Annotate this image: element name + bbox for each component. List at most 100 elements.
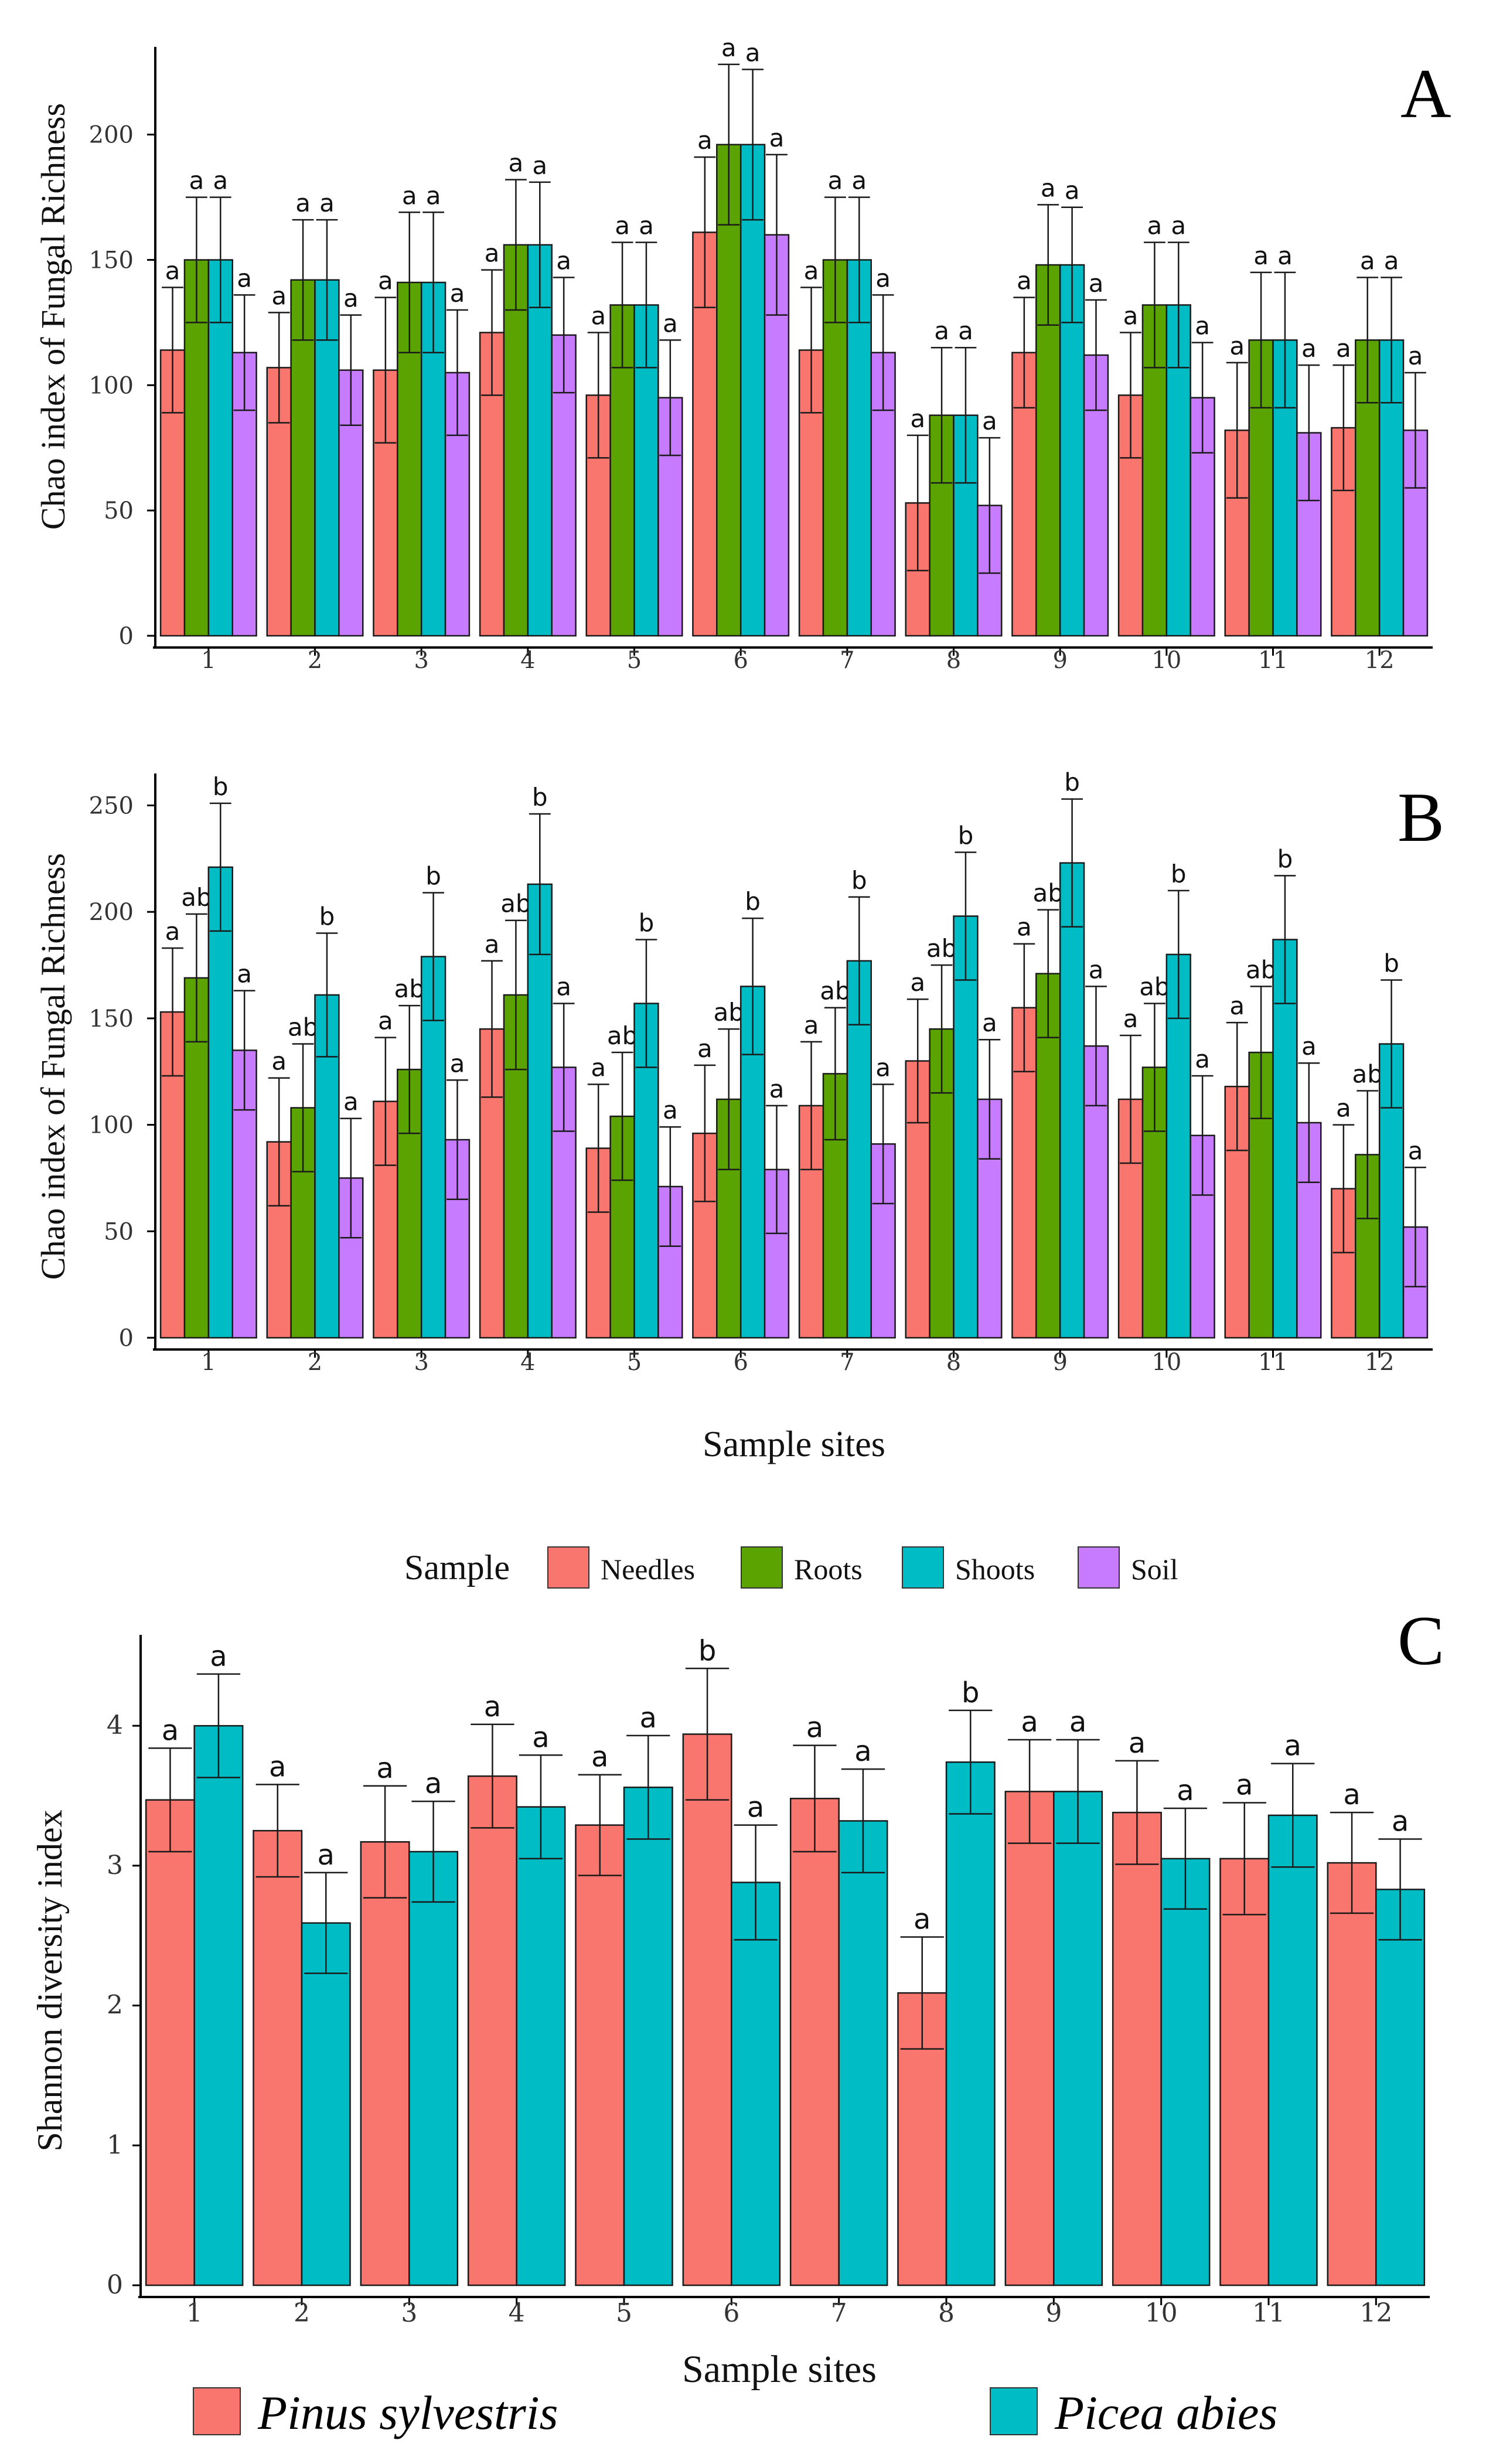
panel-c-significance-label: a xyxy=(1129,1727,1146,1760)
panel-c-bar xyxy=(516,1806,566,2286)
panel-b-significance-label: a xyxy=(1123,1004,1139,1033)
panel-c-bar xyxy=(1004,1791,1055,2286)
panel-b-significance-label: ab xyxy=(394,974,425,1003)
panel-a-significance-label: a xyxy=(1384,246,1399,275)
panel-b-significance-label: b xyxy=(851,866,867,895)
panel-c-significance-label: a xyxy=(747,1791,764,1824)
panel-c-x-tick-label: 10 xyxy=(1145,2298,1178,2328)
panel-a-significance-label: a xyxy=(1195,312,1210,340)
panel-b-significance-label: a xyxy=(237,960,252,989)
panel-c-y-tick-label: 0 xyxy=(107,2270,123,2300)
panel-b-significance-label: ab xyxy=(1352,1059,1383,1088)
panel-a-significance-label: a xyxy=(639,212,654,240)
panel-c-bar xyxy=(682,1733,732,2286)
panel-a-significance-label: a xyxy=(1253,241,1269,270)
panel-c-significance-label: a xyxy=(1069,1706,1086,1739)
panel-c-bar xyxy=(1053,1791,1103,2286)
panel-b-significance-label: b xyxy=(639,908,655,937)
panel-a-significance-label: a xyxy=(271,281,287,310)
panel-b-significance-label: a xyxy=(875,1054,891,1082)
panel-c-bar xyxy=(1112,1811,1162,2286)
panel-c-bar xyxy=(360,1841,410,2286)
panel-b-significance-label: b xyxy=(1383,949,1399,977)
panel-a-significance-label: a xyxy=(745,38,761,67)
panel-b-x-tick-label: 12 xyxy=(1365,1349,1395,1376)
panel-b-x-tick-label: 2 xyxy=(308,1349,322,1376)
legend-label-soil: Soil xyxy=(1131,1553,1178,1586)
panel-b-significance-label: ab xyxy=(607,1021,638,1050)
panel-c-x-tick-label: 1 xyxy=(186,2298,203,2328)
panel-a-significance-label: a xyxy=(1089,269,1104,298)
panel-a-x-tick-label: 12 xyxy=(1365,647,1395,674)
panel-c-x-tick-label: 3 xyxy=(401,2298,417,2328)
panel-b-significance-label: a xyxy=(663,1096,678,1124)
panel-b-significance-label: b xyxy=(213,772,229,801)
panel-c-significance-label: a xyxy=(1343,1778,1360,1811)
panel-a-y-tick-label: 50 xyxy=(104,497,134,524)
panel-b-significance-label: a xyxy=(343,1088,359,1116)
panel-b-significance-label: a xyxy=(1229,991,1245,1020)
panel-b-x-tick-label: 4 xyxy=(520,1349,535,1376)
panel-a-significance-label: a xyxy=(697,126,713,155)
panel-b-significance-label: a xyxy=(556,972,571,1001)
panel-c-bar xyxy=(1160,1858,1211,2286)
panel-b-bar xyxy=(1059,862,1085,1339)
panel-a-significance-label: a xyxy=(1229,332,1245,360)
panel-c-bar xyxy=(253,1829,303,2286)
panel-a-chart: A Chao index of Fungal Richness 05010015… xyxy=(34,33,1451,674)
panel-b-significance-label: a xyxy=(804,1011,819,1040)
panel-a-x-tick-label: 11 xyxy=(1258,647,1288,674)
panel-c-significance-label: a xyxy=(425,1767,442,1800)
panel-c-x-tick-label: 2 xyxy=(294,2298,310,2328)
panel-a-x-tick-label: 10 xyxy=(1151,647,1181,674)
legend-title: Sample xyxy=(404,1548,510,1587)
panel-c-x-tick-label: 5 xyxy=(616,2298,632,2328)
panel-b-significance-label: a xyxy=(450,1049,465,1078)
panel-b-bar xyxy=(1272,939,1298,1339)
panel-b-significance-label: b xyxy=(958,821,974,850)
panel-b-significance-label: ab xyxy=(1033,879,1064,908)
panel-c-significance-label: b xyxy=(698,1634,716,1667)
panel-b-x-tick-label: 11 xyxy=(1258,1349,1288,1376)
panel-c-bar xyxy=(467,1775,517,2286)
panel-c-letter: C xyxy=(1398,1601,1444,1679)
panel-a-x-tick-label: 7 xyxy=(840,647,854,674)
panel-b-bar xyxy=(846,960,872,1339)
panel-c-y-tick-label: 2 xyxy=(107,1991,123,2020)
panel-b-significance-label: ab xyxy=(288,1013,318,1042)
panel-b-y-tick-label: 50 xyxy=(104,1218,134,1245)
panel-a-x-tick-label: 2 xyxy=(308,647,322,674)
panel-b-significance-label: a xyxy=(1408,1136,1423,1165)
panel-c-significance-label: a xyxy=(1021,1706,1038,1739)
panel-a-significance-label: a xyxy=(378,267,393,295)
panel-a-significance-label: a xyxy=(663,309,678,338)
panel-b-x-tick-label: 6 xyxy=(733,1349,748,1376)
panel-c-x-tick-label: 7 xyxy=(831,2298,847,2328)
legend-swatch-picea xyxy=(990,2387,1038,2435)
panel-b-x-tick-label: 5 xyxy=(627,1349,642,1376)
panel-a-significance-label: a xyxy=(1277,241,1293,270)
panel-a-significance-label: a xyxy=(851,166,867,195)
panel-a-significance-label: a xyxy=(875,264,891,292)
panel-a-significance-label: a xyxy=(1017,267,1032,295)
panel-b-x-tick-label: 9 xyxy=(1052,1349,1067,1376)
panel-a-significance-label: a xyxy=(1147,212,1163,240)
panel-a-significance-label: a xyxy=(982,407,997,435)
panel-b-y-tick-label: 100 xyxy=(89,1112,134,1139)
panel-a-significance-label: a xyxy=(450,279,465,308)
panel-c-significance-label: a xyxy=(376,1752,393,1785)
panel-a-significance-label: a xyxy=(532,151,547,180)
panel-b-significance-label: b xyxy=(1277,844,1293,873)
panel-a-significance-label: a xyxy=(615,212,630,240)
legend-swatch-pinus xyxy=(193,2387,241,2435)
panel-a-significance-label: a xyxy=(934,316,949,345)
panel-c-bar xyxy=(1219,1858,1270,2286)
panel-c-bar xyxy=(1375,1889,1426,2286)
panel-c-significance-label: a xyxy=(532,1721,549,1754)
panel-a-y-axis-label: Chao index of Fungal Richness xyxy=(34,103,72,530)
panel-b-significance-label: ab xyxy=(714,998,744,1027)
panel-b-significance-label: ab xyxy=(500,890,531,918)
